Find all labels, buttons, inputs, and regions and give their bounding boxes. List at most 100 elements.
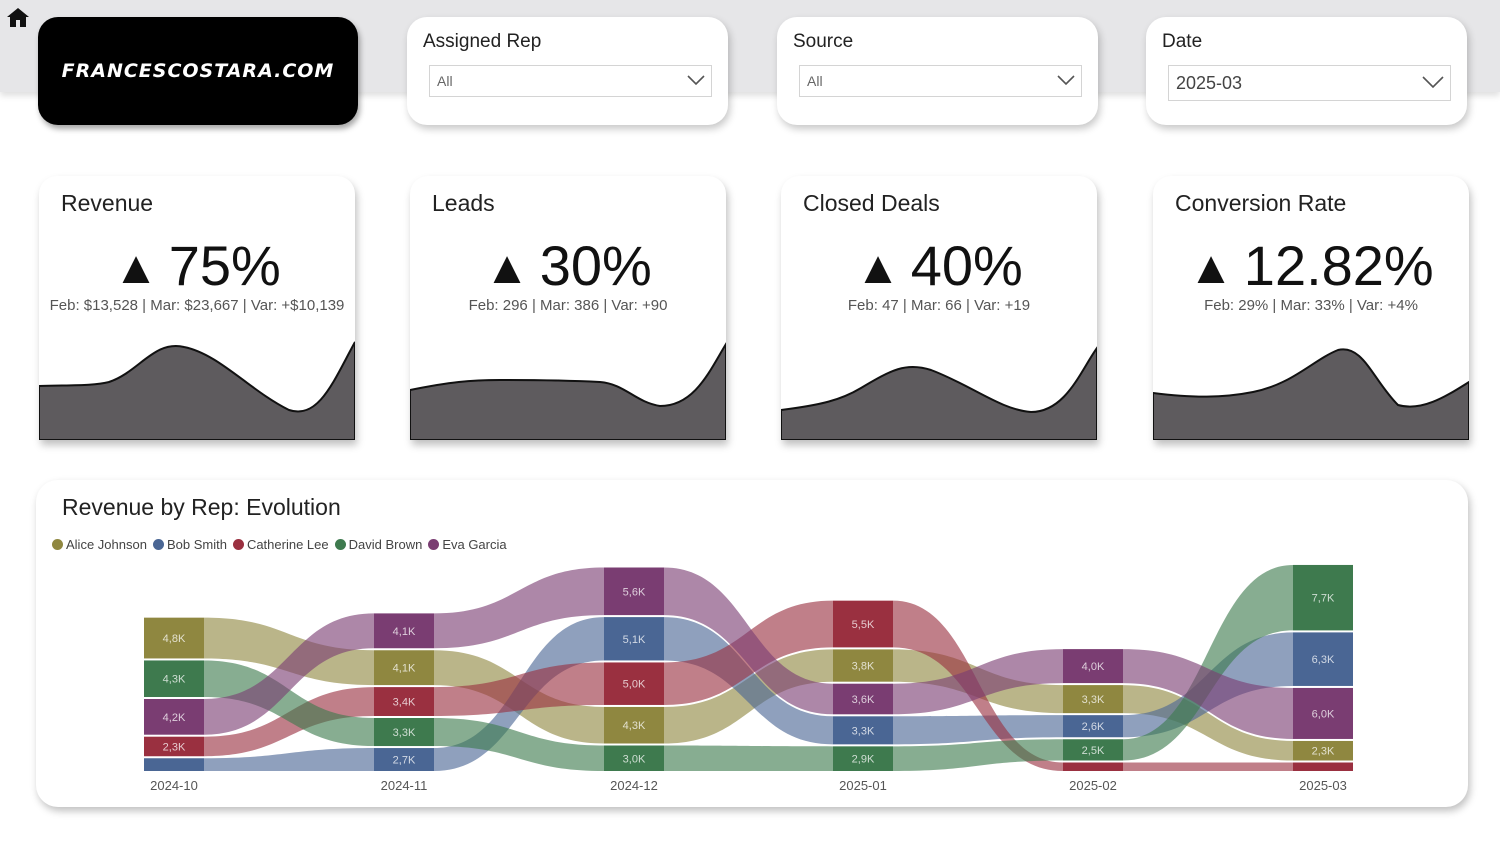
assigned-rep-slicer: Assigned Rep All [407, 17, 728, 125]
ribbon-david-brown[interactable] [893, 739, 1063, 771]
ribbon-bob-smith[interactable] [664, 617, 833, 745]
ribbon-eva-garcia[interactable] [1123, 649, 1293, 739]
dropdown-value: All [807, 73, 823, 89]
ribbon-alice-johnson[interactable] [204, 617, 374, 686]
segment-eva-garcia[interactable] [1063, 649, 1123, 684]
legend-item[interactable]: Alice Johnson [52, 537, 147, 552]
slicer-title: Assigned Rep [423, 31, 542, 52]
segment-catherine-lee[interactable] [1063, 762, 1123, 772]
date-dropdown[interactable]: 2025-03 [1168, 65, 1451, 101]
segment-bob-smith[interactable] [144, 758, 204, 771]
kpi-card-closed-deals[interactable]: Closed Deals ▲ 40% Feb: 47 | Mar: 66 | Va… [781, 176, 1097, 440]
segment-bob-smith[interactable] [1063, 715, 1123, 738]
segment-alice-johnson[interactable] [833, 649, 893, 682]
kpi-card-revenue[interactable]: Revenue ▲ 75% Feb: $13,528 | Mar: $23,667… [39, 176, 355, 440]
segment-catherine-lee[interactable] [374, 687, 434, 716]
chevron-down-icon [1422, 76, 1444, 89]
kpi-title: Closed Deals [803, 190, 940, 216]
ribbon-bob-smith[interactable] [893, 715, 1063, 745]
data-label: 6,0K [1312, 708, 1335, 720]
ribbon-bob-smith[interactable] [204, 748, 374, 771]
segment-alice-johnson[interactable] [1293, 740, 1353, 761]
legend-dot-icon [232, 539, 244, 550]
data-label: 3,4K [393, 697, 416, 709]
legend-dot-icon [152, 539, 164, 550]
legend-dot-icon [52, 539, 63, 550]
kpi-detail: Feb: 29% | Mar: 33% | Var: +4% [1204, 297, 1418, 314]
data-label: 4,3K [623, 720, 646, 732]
kpi-detail: Feb: $13,528 | Mar: $23,667 | Var: +$10,… [49, 297, 345, 314]
kpi-value: ▲ 40% [781, 234, 1097, 299]
segment-catherine-lee[interactable] [604, 662, 664, 705]
segment-alice-johnson[interactable] [144, 617, 204, 659]
legend-dot-icon [334, 539, 346, 550]
segment-bob-smith[interactable] [604, 617, 664, 661]
data-label: 5,1K [623, 634, 646, 646]
chevron-down-icon [687, 75, 705, 86]
segment-eva-garcia[interactable] [1293, 687, 1353, 739]
home-icon[interactable] [6, 6, 30, 28]
segment-catherine-lee[interactable] [1293, 762, 1353, 772]
source-dropdown[interactable]: All [799, 65, 1082, 97]
legend-item[interactable]: Eva Garcia [428, 537, 507, 552]
ribbon-catherine-lee[interactable] [434, 662, 604, 716]
segment-alice-johnson[interactable] [1063, 685, 1123, 714]
dropdown-value: 2025-03 [1176, 73, 1243, 93]
segment-catherine-lee[interactable] [833, 600, 893, 648]
ribbon-eva-garcia[interactable] [664, 567, 833, 715]
segment-alice-johnson[interactable] [374, 650, 434, 686]
legend-dot-icon [428, 539, 440, 550]
up-arrow-icon: ▲ [484, 241, 530, 293]
ribbon-eva-garcia[interactable] [893, 649, 1063, 715]
legend-item[interactable]: Catherine Lee [232, 537, 329, 552]
kpi-card-leads[interactable]: Leads ▲ 30% Feb: 296 | Mar: 386 | Var: +9… [410, 176, 726, 440]
kpi-title: Revenue [61, 190, 154, 216]
kpi-detail: Feb: 296 | Mar: 386 | Var: +90 [468, 297, 668, 314]
legend-label: Bob Smith [166, 537, 227, 552]
kpi-value: ▲ 12.82% [1153, 234, 1469, 299]
legend-item[interactable]: Bob Smith [152, 537, 227, 552]
segment-david-brown[interactable] [144, 660, 204, 697]
segment-bob-smith[interactable] [833, 716, 893, 745]
ribbon-david-brown[interactable] [434, 718, 604, 771]
kpi-percent: 30% [539, 234, 652, 297]
data-label: 4,2K [163, 712, 186, 724]
segment-bob-smith[interactable] [374, 748, 434, 771]
ribbon-eva-garcia[interactable] [434, 567, 604, 649]
segment-bob-smith[interactable] [1293, 632, 1353, 686]
segment-david-brown[interactable] [604, 745, 664, 772]
slicer-title: Date [1162, 31, 1203, 52]
segment-david-brown[interactable] [1293, 564, 1353, 631]
logo-card[interactable]: FRANCESCOSTARA.COM [38, 17, 358, 125]
segment-alice-johnson[interactable] [604, 706, 664, 744]
ribbon-alice-johnson[interactable] [1123, 685, 1293, 761]
ribbon-eva-garcia[interactable] [204, 613, 374, 735]
assigned-rep-dropdown[interactable]: All [429, 65, 712, 97]
ribbon-david-brown[interactable] [664, 745, 833, 772]
data-label: 4,1K [393, 663, 416, 675]
dropdown-value: All [437, 73, 453, 89]
ribbon-catherine-lee[interactable] [1123, 762, 1293, 772]
ribbon-david-brown[interactable] [1123, 564, 1293, 761]
segment-eva-garcia[interactable] [604, 567, 664, 616]
segment-eva-garcia[interactable] [833, 683, 893, 715]
date-slicer: Date 2025-03 [1146, 17, 1467, 125]
x-tick-label: 2025-03 [1299, 778, 1347, 793]
segment-eva-garcia[interactable] [144, 699, 204, 735]
segment-catherine-lee[interactable] [144, 736, 204, 757]
segment-david-brown[interactable] [374, 718, 434, 747]
chart-title: Revenue by Rep: Evolution [62, 494, 341, 520]
kpi-detail: Feb: 47 | Mar: 66 | Var: +19 [847, 297, 1031, 314]
data-label: 2,7K [393, 755, 416, 767]
segment-david-brown[interactable] [1063, 739, 1123, 761]
legend-item[interactable]: David Brown [334, 537, 422, 552]
segment-david-brown[interactable] [833, 746, 893, 771]
kpi-card-conversion-rate[interactable]: Conversion Rate ▲ 12.82% Feb: 29% | Mar: … [1153, 176, 1469, 440]
ribbon-david-brown[interactable] [204, 660, 374, 747]
logo-text: FRANCESCOSTARA.COM [61, 60, 335, 82]
segment-eva-garcia[interactable] [374, 613, 434, 649]
ribbon-catherine-lee[interactable] [204, 687, 374, 757]
data-label: 4,3K [163, 674, 186, 686]
source-slicer: Source All [777, 17, 1098, 125]
data-label: 2,3K [1312, 746, 1335, 758]
